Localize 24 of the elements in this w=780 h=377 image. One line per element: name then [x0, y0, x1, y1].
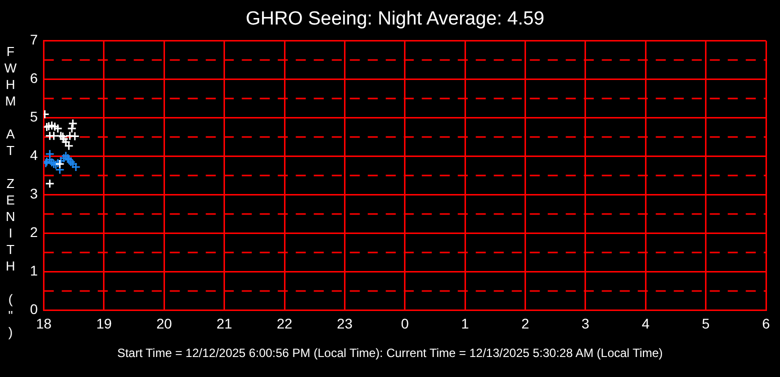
x-tick-label: 4: [642, 315, 650, 332]
y-tick-label: 6: [30, 70, 38, 86]
x-tick-label: 2: [521, 315, 530, 332]
y-tick-label: 5: [30, 108, 38, 125]
x-tick-label: 21: [216, 315, 232, 332]
text: Start Time = 12/12/2025 6:00:56 PM (Local Time): Current Time = 12/13/2025 5:30:28 AM (Local Time): [116, 346, 664, 360]
x-tick-label: 3: [582, 315, 590, 332]
x-tick-label: 22: [276, 315, 293, 332]
y-tick-label: 4: [30, 147, 38, 164]
x-tick-label: 19: [96, 315, 112, 332]
y-tick-label: 7: [30, 32, 38, 48]
y-tick-label: 2: [30, 224, 38, 240]
y-tick-label: 0: [30, 301, 38, 318]
x-tick-label: 1: [461, 315, 470, 332]
y-tick-label: 3: [30, 186, 38, 202]
y-tick-label: 1: [30, 262, 38, 279]
x-tick-label: 20: [156, 315, 172, 332]
x-tick-label: 18: [36, 315, 52, 332]
x-tick-label: 6: [762, 315, 770, 332]
chart-title: GHRO Seeing: Night Average: 4.59: [246, 8, 544, 30]
x-tick-label: 23: [336, 315, 353, 332]
x-tick-label: 5: [702, 315, 710, 332]
y-axis-title: FWHM AT ZENITH ("): [3, 44, 18, 341]
x-tick-label: 0: [400, 315, 409, 332]
